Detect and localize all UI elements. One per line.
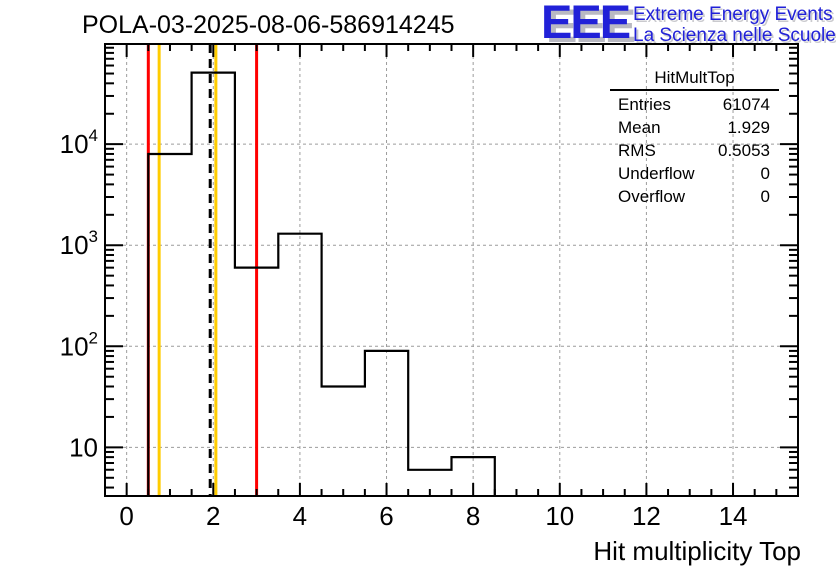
x-tick-label: 2 <box>206 501 220 531</box>
stats-row: Entries 61074 <box>610 93 779 116</box>
y-tick-label: 103 <box>60 227 98 260</box>
stats-row-value: 61074 <box>722 95 770 114</box>
stats-row: RMS 0.5053 <box>610 139 779 162</box>
stats-row: Mean 1.929 <box>610 116 779 139</box>
x-tick-label: 0 <box>119 501 133 531</box>
stats-row-label: Entries <box>618 95 671 114</box>
x-tick-label: 14 <box>719 501 748 531</box>
stats-row-value: 0 <box>760 164 770 183</box>
stats-row: Underflow 0 <box>610 162 779 185</box>
page-title: POLA-03-2025-08-06-586914245 <box>82 11 455 39</box>
stats-title: HitMultTop <box>654 68 735 87</box>
stats-rows: Entries 61074 Mean 1.929 RMS 0.5053 Underflow 0… <box>610 93 779 208</box>
y-tick-label: 104 <box>60 126 98 159</box>
stats-row-value: 0 <box>760 187 770 206</box>
y-tick-label: 10 <box>69 432 98 462</box>
x-tick-label: 10 <box>545 501 574 531</box>
stats-row-label: Underflow <box>618 164 695 183</box>
histogram-path <box>147 71 496 496</box>
x-axis-title: Hit multiplicity Top <box>593 536 801 566</box>
eee-logo: EEE Extreme Energy Events La Scienza nel… <box>541 0 836 50</box>
stats-row-label: Overflow <box>618 187 686 206</box>
stats-row-value: 0.5053 <box>718 141 770 160</box>
stats-box: HitMultTop Entries 61074 Mean 1.929 RMS 0.505… <box>610 68 779 208</box>
x-tick-label: 4 <box>293 501 307 531</box>
y-tick-label: 102 <box>60 328 98 361</box>
x-tick-label: 12 <box>632 501 661 531</box>
x-tick-label: 6 <box>379 501 393 531</box>
eee-logo-tagline-1: Extreme Energy Events <box>633 4 833 25</box>
eee-logo-tagline-2: La Scienza nelle Scuole <box>633 25 836 46</box>
eee-logo-acronym: EEE <box>541 0 631 48</box>
x-tick-label: 8 <box>466 501 480 531</box>
stats-row-value: 1.929 <box>727 118 770 137</box>
stats-divider <box>610 89 779 91</box>
stats-row: Overflow 0 <box>610 185 779 208</box>
stats-row-label: RMS <box>618 141 656 160</box>
stats-row-label: Mean <box>618 118 661 137</box>
